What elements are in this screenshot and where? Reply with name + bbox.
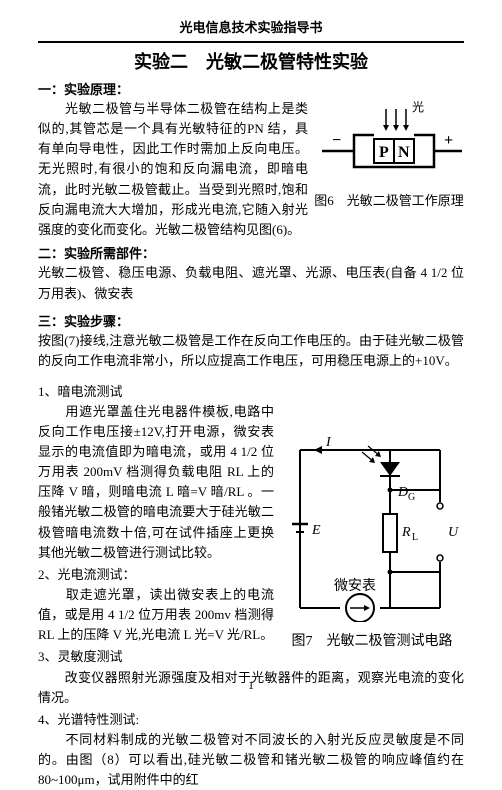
figure-7-caption: 图7 光敏二极管测试电路 (280, 631, 464, 652)
section-2-head: 二：实验所需部件： (38, 244, 464, 264)
item-4-head: 4、光谱特性测试: (38, 710, 464, 730)
figure-6-caption: 图6 光敏二极管工作原理 (314, 191, 464, 211)
u-label: U (448, 525, 459, 540)
section-1-head: 一：实验原理： (38, 80, 464, 100)
item-4-para: 不同材料制成的光敏二极管对不同波长的入射光反应灵敏度是不同的。由图（8）可以看出… (38, 730, 464, 790)
item-1-head: 1、暗电流测试 (38, 382, 464, 402)
figure-6: 光 − P N + 图6 光敏二极管工作原理 (314, 101, 464, 210)
book-title: 光电信息技术实验指导书 (38, 18, 464, 38)
e-label: E (311, 523, 321, 538)
pn-junction-diagram: 光 − P N + (314, 101, 464, 181)
experiment-title: 实验二 光敏二极管特性实验 (38, 49, 464, 76)
resistor-rl (383, 514, 397, 552)
figure-7: I D G R L (280, 432, 464, 653)
current-label: I (325, 435, 332, 450)
light-label: 光 (412, 101, 424, 114)
plus-sign: + (444, 132, 453, 149)
n-label: N (398, 144, 410, 161)
circuit-diagram: I D G R L (280, 432, 464, 622)
minus-sign: − (332, 132, 341, 149)
photodiode-symbol (362, 446, 400, 490)
p-label: P (379, 144, 389, 161)
section-3-head: 三：实验步骤： (38, 312, 464, 332)
dg-sub: G (408, 492, 415, 503)
rl-label: R (401, 525, 411, 540)
section-3-para: 按图(7)接线,注意光敏二极管是工作在反向工作电压的。由于硅光敏二极管的反向工作… (38, 331, 464, 371)
rl-sub: L (412, 532, 418, 543)
page-number: 1 (0, 676, 502, 694)
section-2-para: 光敏二极管、稳压电源、负载电阻、遮光罩、光源、电压表(自备 4 1/2 位万用表… (38, 263, 464, 303)
dg-label: D (397, 485, 408, 500)
ammeter-label: 微安表 (334, 578, 376, 594)
header-rule (38, 41, 464, 43)
